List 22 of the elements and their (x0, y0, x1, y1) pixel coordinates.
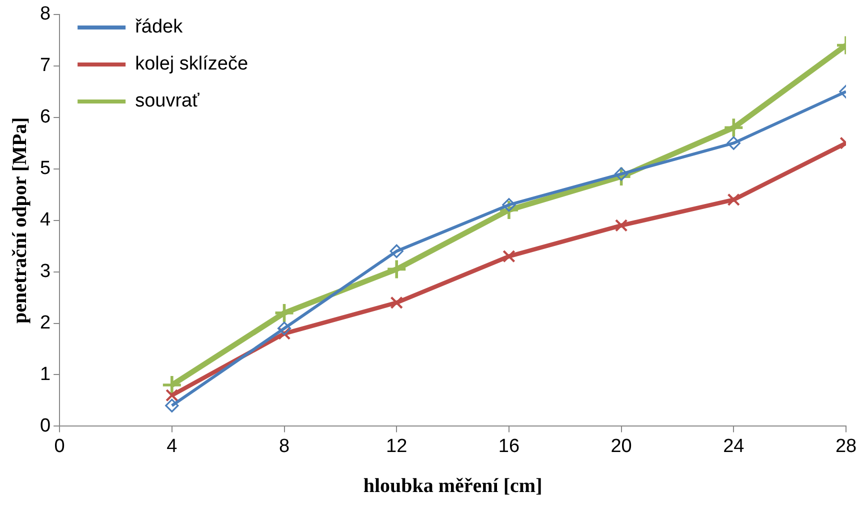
x-axis-title: hloubka měření [cm] (363, 475, 542, 498)
y-tick-label: 1 (40, 364, 51, 385)
legend-label: řádek (135, 16, 184, 38)
y-tick-label: 8 (40, 4, 51, 25)
legend-label: kolej sklízeče (135, 54, 248, 75)
y-tick-label: 0 (40, 415, 51, 436)
x-tick-label: 0 (54, 436, 65, 457)
x-tick-label: 20 (610, 436, 632, 457)
y-tick-label: 5 (40, 158, 51, 180)
x-tick-label: 24 (723, 436, 745, 457)
y-tick-label: 3 (40, 261, 51, 282)
y-axis-title: penetrační odpor [MPa] (9, 117, 32, 324)
x-tick-label: 28 (835, 436, 857, 457)
y-tick-label: 6 (40, 106, 51, 128)
y-tick-label: 7 (40, 55, 51, 76)
x-tick-label: 12 (386, 436, 408, 457)
x-tick-label: 8 (278, 436, 290, 457)
x-tick-label: 16 (498, 436, 520, 457)
legend-label: souvrať (135, 90, 200, 112)
x-tick-label: 4 (166, 436, 178, 457)
y-tick-label: 4 (40, 210, 51, 231)
y-tick-label: 2 (40, 312, 51, 334)
